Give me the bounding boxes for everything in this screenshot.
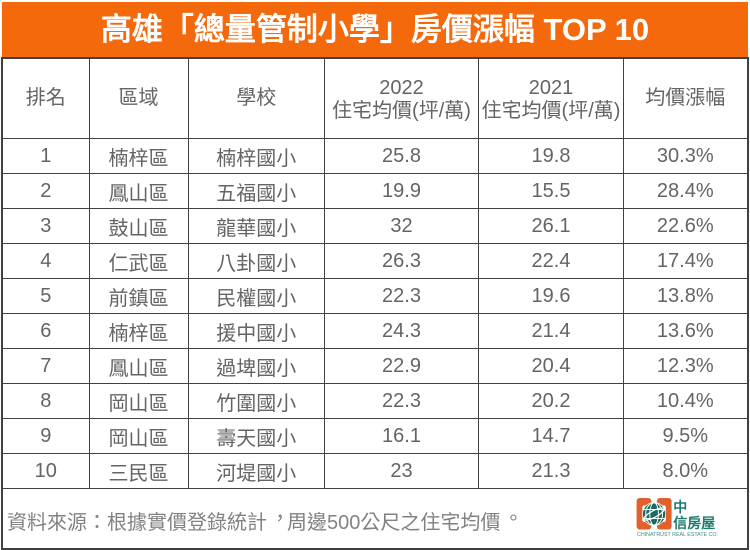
- svg-text:信房屋: 信房屋: [673, 514, 715, 530]
- svg-text:中: 中: [673, 498, 687, 514]
- svg-text:CHINATRUST REAL ESTATE CO.: CHINATRUST REAL ESTATE CO.: [637, 531, 718, 537]
